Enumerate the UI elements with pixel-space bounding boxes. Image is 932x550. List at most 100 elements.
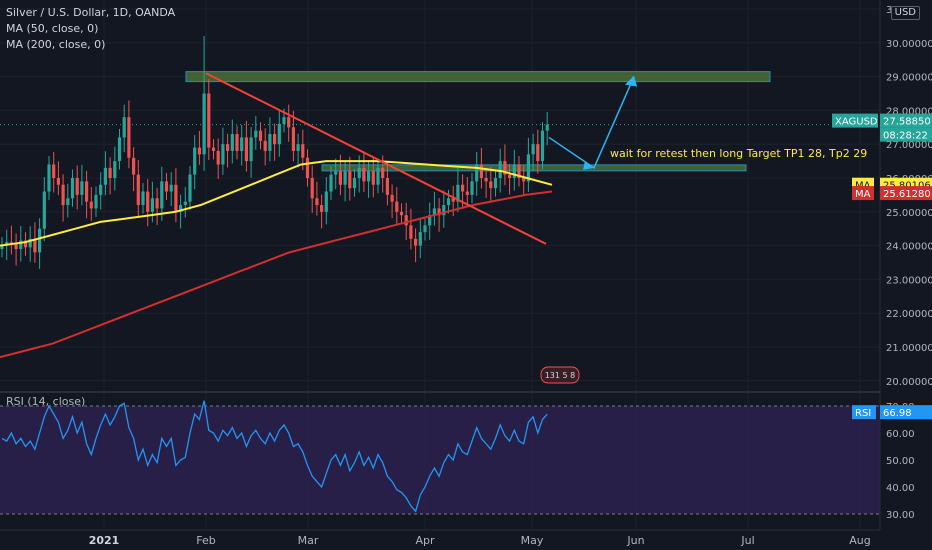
candle-body xyxy=(508,174,512,178)
candle-body xyxy=(56,178,60,185)
candle-body xyxy=(484,178,488,182)
arrow-head-up xyxy=(625,75,637,87)
candle-body xyxy=(66,198,70,206)
time-tick-label: Feb xyxy=(196,534,215,547)
candle-body xyxy=(183,201,187,206)
candle-body xyxy=(357,167,361,178)
target-zone-rect xyxy=(185,71,771,83)
candle-body xyxy=(329,174,333,192)
candle-body xyxy=(52,164,56,178)
rsi-tick-label: 40.00 xyxy=(886,483,915,494)
price-tick-label: 25.00000 xyxy=(886,208,932,219)
candle-body xyxy=(244,137,248,162)
rsi-legend-label[interactable]: RSI (14, close) xyxy=(6,395,86,408)
price-tick-label: 22.00000 xyxy=(886,309,932,320)
ma200-value-tag-bg xyxy=(880,186,932,201)
rsi-line xyxy=(1,400,548,513)
candle-body xyxy=(108,167,112,178)
time-tick-label: Mar xyxy=(298,534,319,547)
candle-body xyxy=(146,191,150,212)
candle-body xyxy=(132,157,136,175)
candle-body xyxy=(85,181,89,202)
candle-body xyxy=(493,178,498,189)
annotation-text: wait for retest then long Target TP1 28,… xyxy=(610,147,867,160)
candle-body xyxy=(517,164,521,178)
ma200-legend[interactable]: MA (200, close, 0) xyxy=(6,38,106,51)
candle-body xyxy=(75,178,79,195)
candle-body xyxy=(33,238,37,253)
price-tick-label: 27.00000 xyxy=(886,140,932,151)
candle-body xyxy=(136,174,140,206)
candle-body xyxy=(226,144,230,151)
candle-body xyxy=(174,184,178,212)
time-tick-label: Aug xyxy=(849,534,870,547)
candle-body xyxy=(127,117,131,158)
candle-body xyxy=(428,215,432,226)
candle-body xyxy=(155,198,159,209)
price-tick-label: 30.00000 xyxy=(886,39,932,50)
rsi-tag-label-bg xyxy=(852,405,876,420)
price-tag: 27.58850 xyxy=(883,117,931,128)
currency-button[interactable]: USD xyxy=(890,6,920,20)
candle-body xyxy=(352,178,357,189)
candle-body xyxy=(531,144,535,155)
rsi-tick-label: 30.00 xyxy=(886,510,915,521)
price-tick-label: 28.00000 xyxy=(886,106,932,117)
candle-body xyxy=(207,93,211,148)
candle-body xyxy=(193,147,197,175)
time-tick-label: Jul xyxy=(740,534,754,547)
symbol-tag-bg xyxy=(832,113,878,128)
candle-body xyxy=(390,194,394,202)
candle-body xyxy=(456,184,460,202)
candle-body xyxy=(343,171,347,185)
candle-body xyxy=(338,171,342,185)
ma200-value-tag: 25.61280 xyxy=(883,189,931,200)
candle-body xyxy=(188,174,192,202)
candle-body xyxy=(536,144,540,162)
symbol-title[interactable]: Silver / U.S. Dollar, 1D, OANDA xyxy=(6,6,176,19)
candle-body xyxy=(14,243,18,249)
candle-body xyxy=(324,191,328,212)
ma200-tag-label-bg xyxy=(852,186,874,201)
candle-body xyxy=(160,181,164,209)
candle-body xyxy=(414,238,418,246)
candle-body xyxy=(522,178,526,182)
ma50-line xyxy=(0,160,553,247)
candle-body xyxy=(202,93,206,155)
candle-body xyxy=(489,181,493,189)
ma50-legend[interactable]: MA (50, close, 0) xyxy=(6,22,99,35)
rsi-legend: RSI (14, close) xyxy=(6,394,85,410)
candle-body xyxy=(545,124,549,131)
price-tick-label: 29.00000 xyxy=(886,73,932,84)
time-tick-label: Apr xyxy=(415,534,435,547)
candle-body xyxy=(320,205,324,212)
candle-body xyxy=(0,245,4,249)
candle-body xyxy=(197,147,201,155)
event-badge xyxy=(540,366,580,384)
candle-body xyxy=(282,117,286,124)
candle-body xyxy=(94,194,98,209)
price-tick-label: 24.00000 xyxy=(886,242,932,253)
candle-body xyxy=(235,134,239,151)
candle-body xyxy=(526,154,530,182)
candle-body xyxy=(164,181,169,192)
candle-body xyxy=(301,144,305,158)
rsi-tick-label: 60.00 xyxy=(886,429,915,440)
candle-body xyxy=(273,134,277,145)
candle-body xyxy=(103,167,107,185)
candle-body xyxy=(385,178,389,195)
candle-body xyxy=(47,164,51,192)
price-tick-label: 23.00000 xyxy=(886,275,932,286)
candle-body xyxy=(399,211,404,216)
countdown-tag-bg xyxy=(880,127,932,142)
candle-body xyxy=(268,134,272,151)
candle-body xyxy=(61,184,65,206)
time-tick-label: 2021 xyxy=(89,534,120,547)
candle-body xyxy=(80,181,84,195)
rsi-tag-label: RSI xyxy=(855,408,871,419)
candle-body xyxy=(315,198,319,206)
candle-body xyxy=(258,130,263,141)
candle-body xyxy=(117,137,122,162)
